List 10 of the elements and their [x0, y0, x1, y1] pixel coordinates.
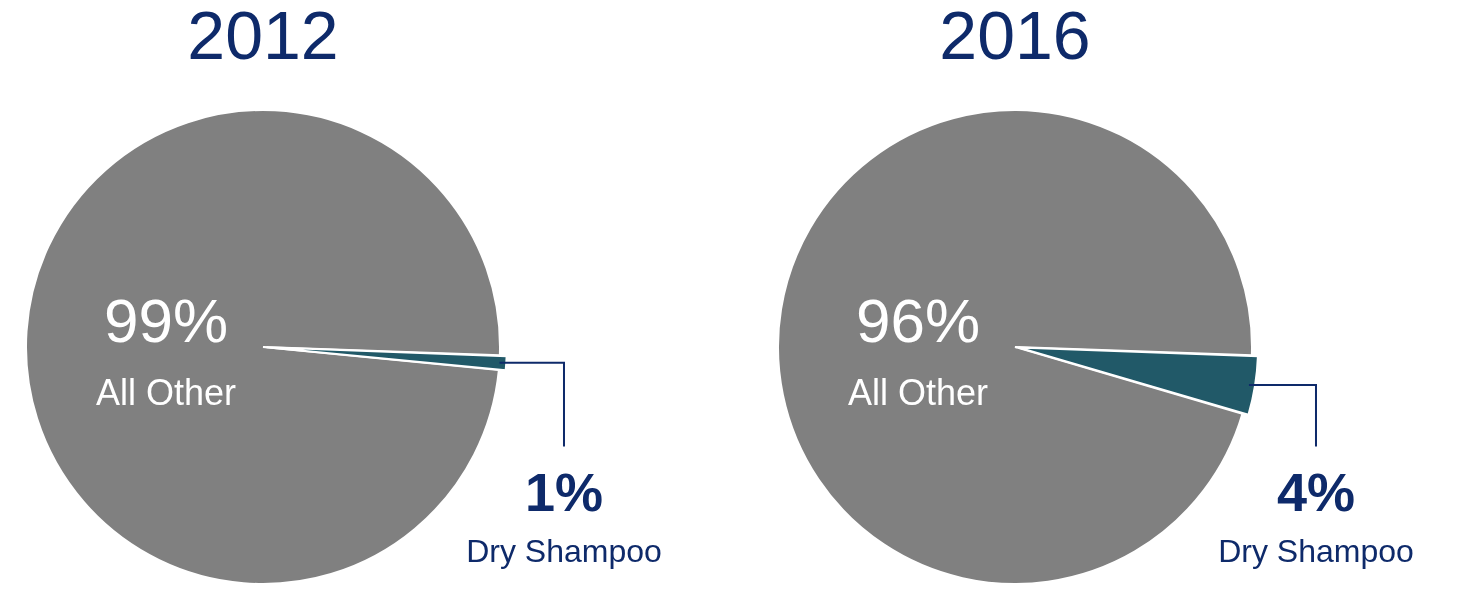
slice-label: Dry Shampoo: [466, 533, 662, 570]
data-label: 4%: [1276, 462, 1356, 523]
chart-title: 2016: [939, 0, 1091, 73]
slice-label: Dry Shampoo: [1218, 533, 1414, 570]
data-label: 96%: [855, 286, 981, 356]
slice-label: All Other: [95, 371, 237, 413]
chart-title: 2012: [187, 0, 339, 73]
data-label: 99%: [103, 286, 229, 356]
slice-label: All Other: [847, 371, 989, 413]
data-label: 1%: [524, 462, 604, 523]
